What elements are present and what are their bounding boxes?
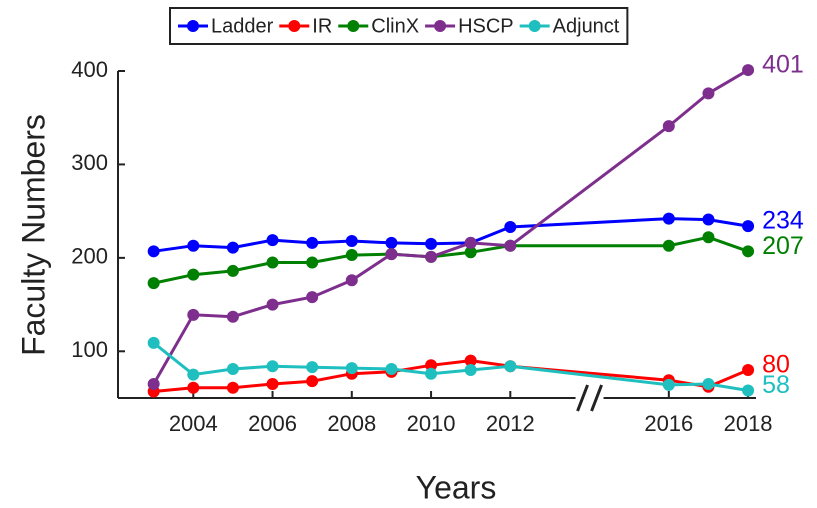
point [385, 248, 398, 261]
point [226, 363, 239, 376]
point [425, 237, 438, 250]
x-tick-label: 2018 [724, 411, 773, 436]
end-value-label: 207 [762, 232, 804, 260]
point [266, 234, 279, 247]
point [742, 245, 755, 258]
legend-marker [187, 20, 199, 32]
point [187, 239, 200, 252]
series-line [152, 68, 749, 385]
point [226, 381, 239, 394]
end-value-label: 58 [762, 371, 790, 399]
x-tick-label: 2016 [644, 411, 693, 436]
point [504, 360, 517, 373]
point [226, 310, 239, 323]
axis-break [590, 384, 603, 412]
point [226, 264, 239, 277]
point [742, 384, 755, 397]
axis-break [576, 384, 589, 412]
point [266, 256, 279, 269]
point [147, 336, 160, 349]
legend-marker [434, 20, 447, 32]
point [345, 362, 358, 375]
point [187, 368, 200, 381]
point [306, 256, 319, 269]
point [147, 277, 160, 290]
point [464, 236, 477, 249]
point [742, 363, 755, 376]
end-value-label: 234 [762, 207, 804, 235]
point [464, 363, 477, 376]
x-tick-label: 2004 [169, 411, 218, 436]
point [504, 221, 517, 234]
x-tick-label: 2010 [407, 411, 456, 436]
end-value-label: 401 [762, 51, 804, 79]
legend-marker [347, 20, 360, 32]
point [345, 235, 358, 248]
legend-marker [528, 20, 541, 32]
x-tick-label: 2012 [486, 411, 535, 436]
point [464, 246, 477, 259]
point [702, 213, 715, 226]
point [306, 361, 319, 374]
legend-label: IR [312, 15, 332, 37]
point [504, 239, 517, 252]
legend-label: Adjunct [553, 15, 620, 37]
y-axis-label: Faculty Numbers [15, 114, 51, 356]
point [306, 236, 319, 249]
point [662, 378, 675, 391]
point [345, 274, 358, 287]
series-line [152, 341, 749, 392]
point [742, 64, 755, 77]
point [425, 250, 438, 263]
point [147, 377, 160, 390]
y-tick-label: 100 [71, 337, 108, 362]
point [702, 87, 715, 100]
point [425, 367, 438, 380]
point [266, 298, 279, 311]
x-tick-label: 2008 [327, 411, 376, 436]
legend-label: Ladder [211, 15, 274, 37]
point [187, 381, 200, 394]
point [425, 359, 438, 372]
legend-marker [288, 20, 301, 32]
point [464, 354, 477, 367]
point [702, 377, 715, 390]
x-axis-label: Years [416, 469, 497, 505]
point [266, 360, 279, 373]
point [306, 291, 319, 304]
point [662, 239, 675, 252]
y-tick-label: 400 [71, 57, 108, 82]
legend: Ladder IR ClinX HSCP Adjunct [169, 7, 629, 45]
point [345, 249, 358, 262]
point [385, 363, 398, 376]
legend-label: ClinX [371, 15, 419, 37]
point [742, 220, 755, 233]
legend-box [169, 7, 629, 45]
point [662, 212, 675, 225]
y-tick-label: 300 [71, 150, 108, 175]
point [306, 375, 319, 388]
point [385, 236, 398, 249]
x-tick-label: 2006 [248, 411, 297, 436]
point [702, 231, 715, 244]
end-value-label: 80 [762, 351, 790, 379]
series-line [153, 359, 749, 393]
point [187, 268, 200, 281]
point [662, 120, 675, 133]
legend-label: HSCP [458, 15, 514, 37]
y-tick-label: 200 [71, 244, 108, 269]
point [266, 377, 279, 390]
point [226, 241, 239, 254]
point [187, 308, 200, 321]
point [147, 245, 160, 258]
